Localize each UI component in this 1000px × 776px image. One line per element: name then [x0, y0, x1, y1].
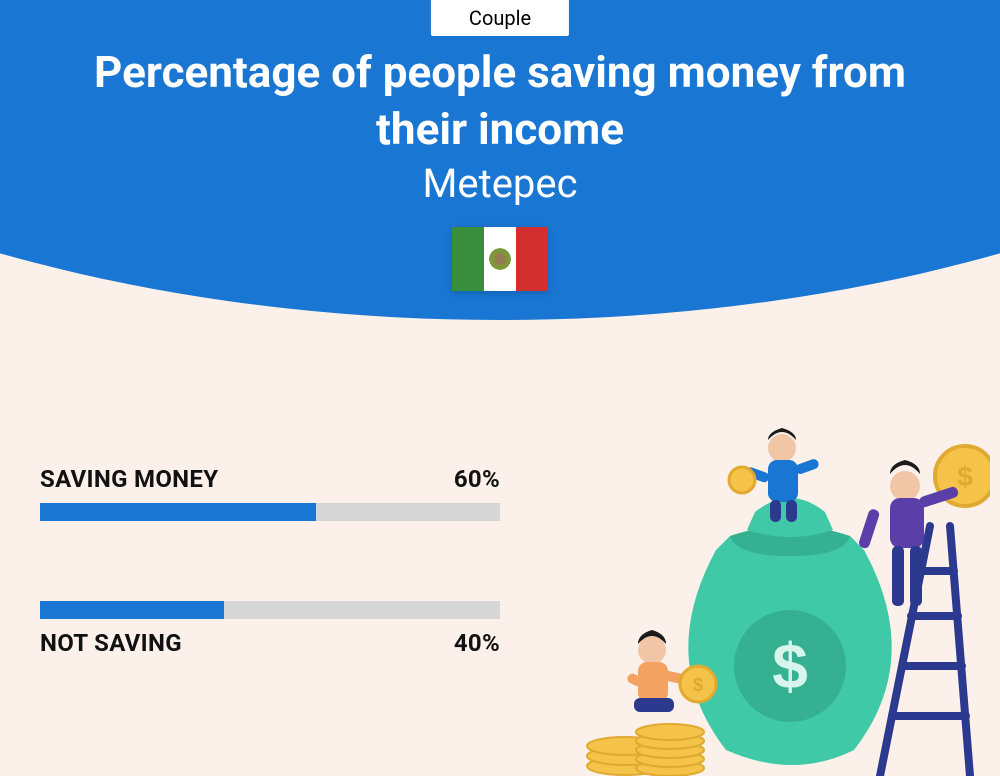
location-subtitle: Metepec — [0, 160, 1000, 207]
coin-stack-icon — [587, 724, 704, 776]
bar-header: NOT SAVING 40% — [40, 629, 500, 657]
savings-illustration: $ $ $ — [570, 416, 990, 776]
bar-saving-money: SAVING MONEY 60% — [40, 465, 500, 521]
svg-text:$: $ — [693, 675, 703, 695]
flag-stripe-left — [452, 227, 484, 291]
svg-text:$: $ — [957, 461, 973, 492]
bar-track — [40, 601, 500, 619]
bar-chart: SAVING MONEY 60% NOT SAVING 40% — [40, 465, 500, 657]
flag-emblem — [489, 248, 511, 270]
bar-value: 60% — [454, 465, 500, 493]
page-title: Percentage of people saving money from t… — [0, 44, 1000, 158]
bar-fill — [40, 601, 224, 619]
bar-fill — [40, 503, 316, 521]
bar-label: SAVING MONEY — [40, 465, 218, 493]
category-tag: Couple — [431, 0, 569, 36]
bar-label: NOT SAVING — [40, 629, 182, 657]
flag-mexico — [452, 227, 548, 291]
bar-not-saving: NOT SAVING 40% — [40, 601, 500, 657]
bar-track — [40, 503, 500, 521]
flag-stripe-right — [516, 227, 548, 291]
bar-header: SAVING MONEY 60% — [40, 465, 500, 493]
svg-text:$: $ — [772, 630, 808, 702]
bar-value: 40% — [454, 629, 500, 657]
